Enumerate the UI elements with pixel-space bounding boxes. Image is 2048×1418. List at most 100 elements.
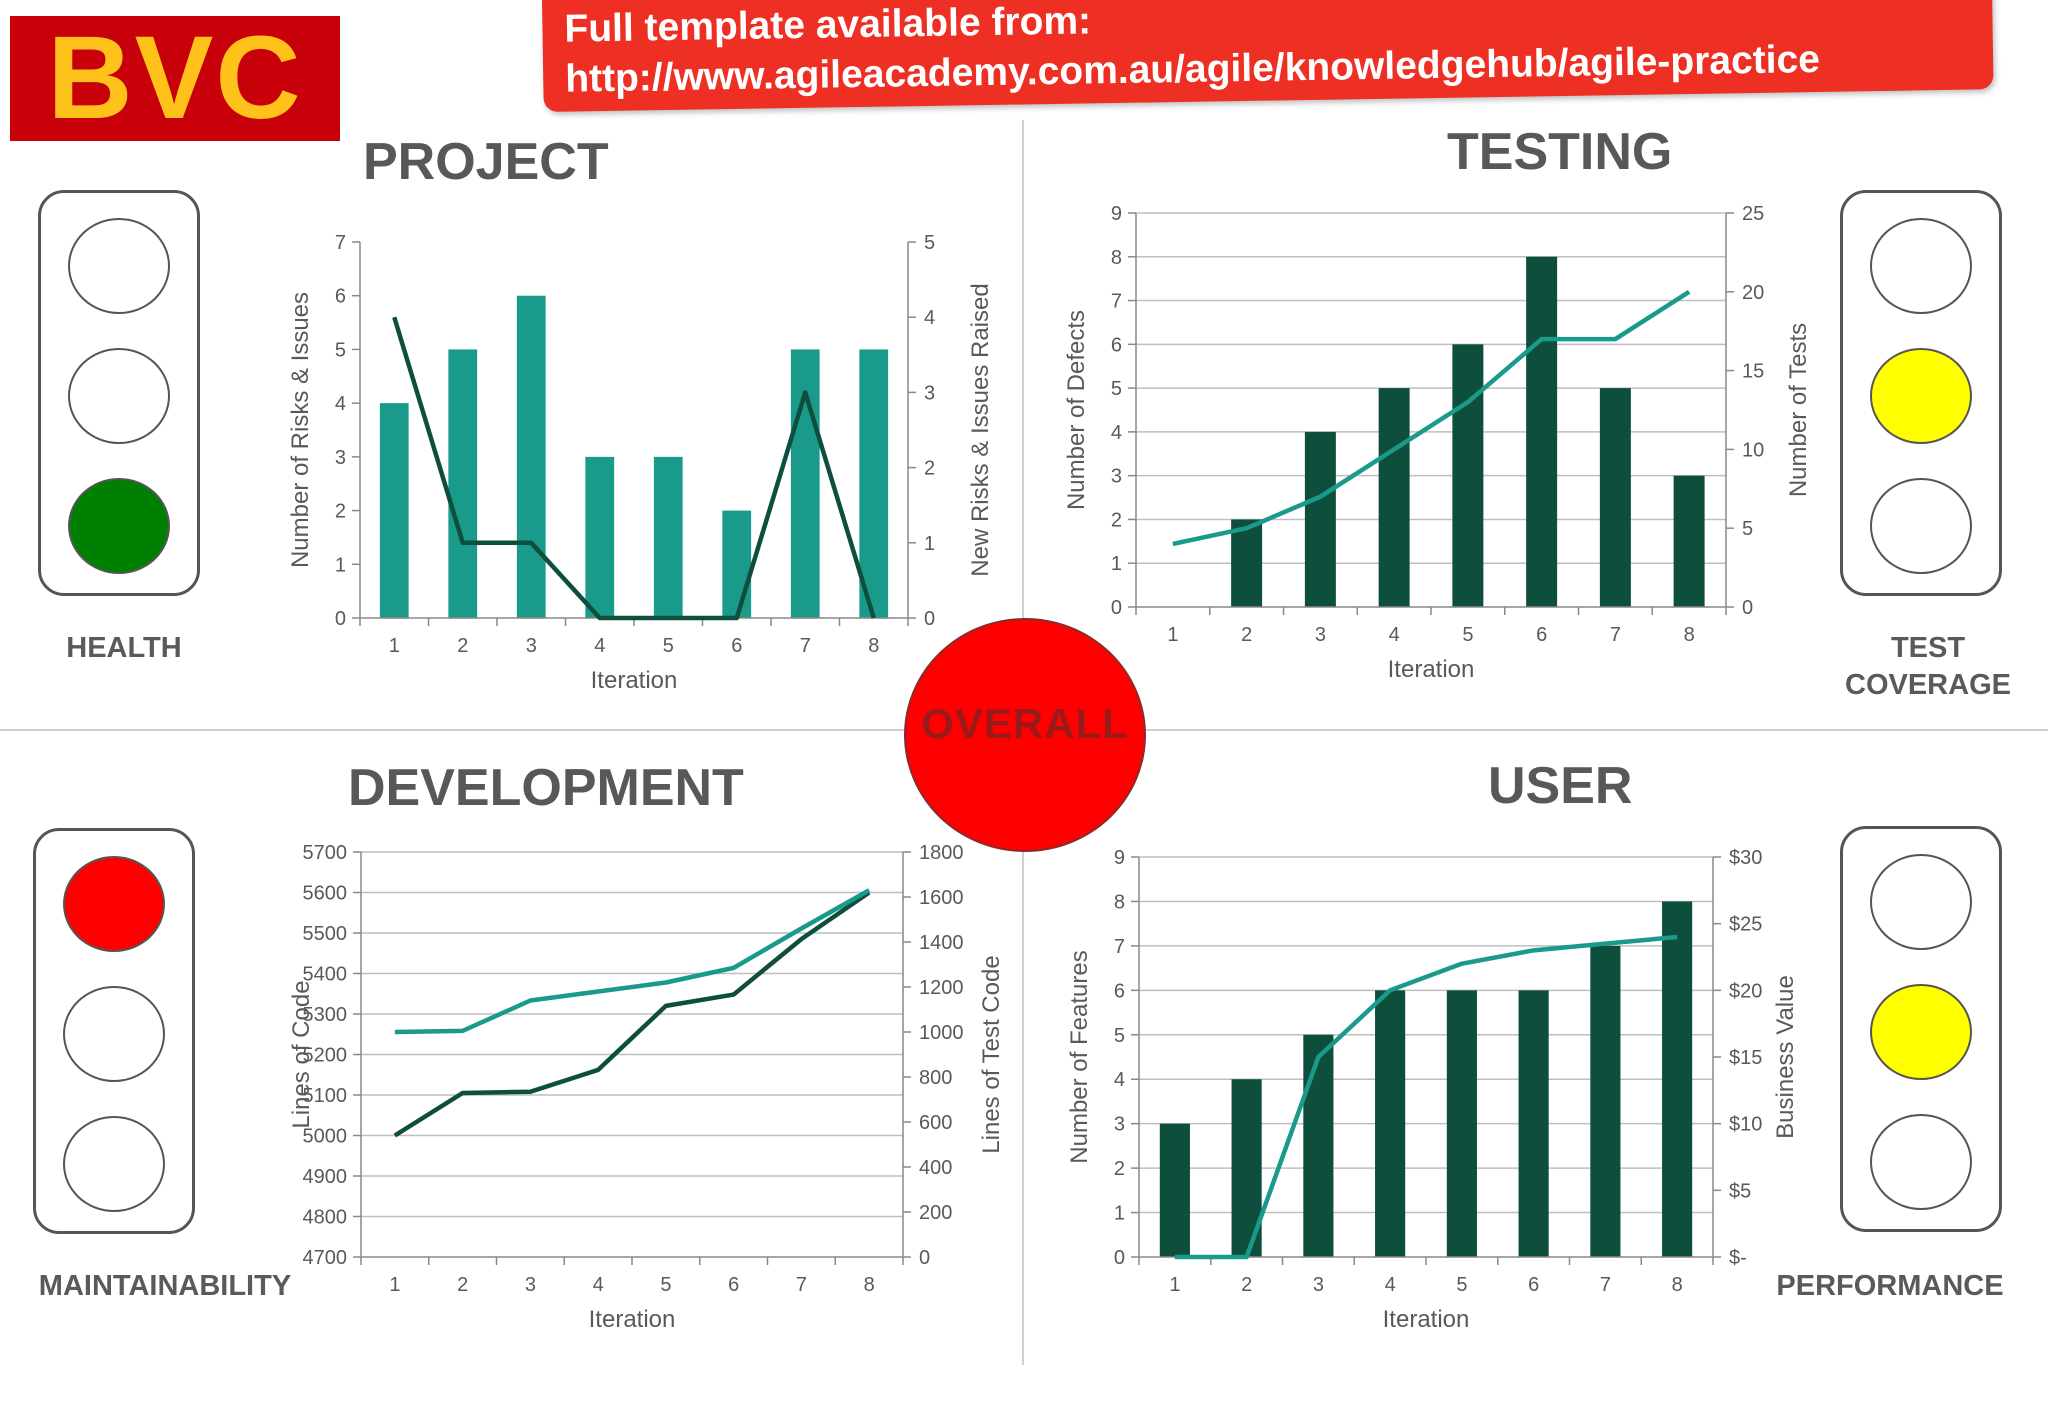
testing-bar-6	[1526, 256, 1558, 607]
project-y2-tick-label: 1	[924, 533, 935, 555]
user-x-tick-label: 5	[1456, 1274, 1467, 1296]
testing-y-tick-label: 5	[1111, 378, 1122, 400]
project-y-tick-label: 0	[335, 608, 346, 630]
user-x-tick-label: 6	[1528, 1274, 1539, 1296]
project-bar-4	[585, 456, 615, 618]
user-y-tick-label: 5	[1114, 1025, 1125, 1047]
project-bar-6	[722, 510, 752, 618]
project-x-tick-label: 7	[800, 635, 811, 657]
section-title-project: PROJECT	[363, 133, 609, 191]
testing-x-tick-label: 6	[1536, 624, 1547, 646]
development-y2-tick-label: 800	[919, 1067, 952, 1089]
project-x-tick-label: 5	[663, 635, 674, 657]
user-y-tick-label: 1	[1114, 1203, 1125, 1225]
testing-y-tick-label: 3	[1111, 466, 1122, 488]
project-y-tick-label: 3	[335, 447, 346, 469]
project-x-tick-label: 6	[731, 635, 742, 657]
user-y2-tick-label: $-	[1729, 1247, 1747, 1269]
health-lamp-top	[68, 218, 170, 314]
development-y-tick-label: 5400	[303, 964, 348, 986]
user-bar-1	[1159, 1123, 1190, 1257]
project-bar-2	[448, 349, 478, 618]
development-y2-tick-label: 600	[919, 1112, 952, 1134]
development-line-series	[393, 890, 871, 1138]
testing-y2-tick-label: 20	[1742, 282, 1764, 304]
user-y2-tick-label: $5	[1729, 1180, 1751, 1202]
performance-lamp-bottom	[1870, 1114, 1972, 1210]
project-y-tick-label: 2	[335, 501, 346, 523]
user-y2-tick-label: $30	[1729, 847, 1762, 869]
section-title-user: USER	[1488, 757, 1633, 815]
testing-x-tick-label: 8	[1684, 624, 1695, 646]
development-y2-tick-label: 1000	[919, 1022, 964, 1044]
project-y-tick-label: 7	[335, 232, 346, 254]
health-label: HEALTH	[66, 632, 182, 664]
user-x-tick-label: 2	[1241, 1274, 1252, 1296]
development-y2-tick-label: 1600	[919, 887, 964, 909]
user-y2-tick-label: $15	[1729, 1047, 1762, 1069]
user-y-tick-label: 0	[1114, 1247, 1125, 1269]
development-y2-axis-title: Lines of Test Code	[978, 955, 1005, 1153]
health-lamp-bottom	[68, 478, 170, 574]
maintainability-label: MAINTAINABILITY	[38, 1270, 292, 1302]
traffic-light-health	[38, 190, 200, 596]
user-bar-6	[1518, 990, 1549, 1257]
testing-y2-tick-label: 10	[1742, 439, 1764, 461]
project-x-tick-label: 2	[457, 635, 468, 657]
project-line-series	[392, 316, 876, 621]
traffic-light-performance	[1840, 826, 2002, 1232]
development-y2-tick-label: 200	[919, 1202, 952, 1224]
testing-x-tick-label: 5	[1462, 624, 1473, 646]
testing-bar-3	[1304, 431, 1336, 607]
bvc-logo: BVC	[10, 16, 340, 141]
user-line-series	[1174, 934, 1678, 1260]
section-title-testing: TESTING	[1447, 123, 1673, 181]
testing-y-axis-title: Number of Defects	[1063, 310, 1090, 510]
testing-y-tick-label: 7	[1111, 291, 1122, 313]
testing-y-tick-label: 0	[1111, 597, 1122, 619]
user-y-tick-label: 8	[1114, 891, 1125, 913]
user-x-tick-label: 4	[1385, 1274, 1396, 1296]
user-y-axis-title: Number of Features	[1066, 950, 1093, 1163]
project-bar-1	[379, 403, 409, 618]
user-y-tick-label: 4	[1114, 1069, 1125, 1091]
overall-status-circle	[904, 618, 1146, 852]
development-y-tick-label: 4700	[303, 1247, 348, 1269]
performance-lamp-top	[1870, 854, 1972, 950]
user-y2-axis-title: Business Value	[1772, 975, 1799, 1139]
maintainability-lamp-middle	[63, 986, 165, 1082]
development-y2-tick-label: 1800	[919, 842, 964, 864]
test-coverage-label-line-2: COVERAGE	[1845, 669, 2011, 701]
maintainability-lamp-top	[63, 856, 165, 952]
testing-y2-tick-label: 15	[1742, 361, 1764, 383]
project-x-axis-title: Iteration	[591, 667, 678, 694]
project-x-tick-label: 8	[868, 635, 879, 657]
testing-y2-tick-label: 0	[1742, 597, 1753, 619]
development-x-tick-label: 2	[457, 1274, 468, 1296]
project-y-tick-label: 1	[335, 554, 346, 576]
project-y-tick-label: 6	[335, 286, 346, 308]
development-y-tick-label: 5700	[303, 842, 348, 864]
project-y2-tick-label: 0	[924, 608, 935, 630]
testing-y-tick-label: 4	[1111, 422, 1122, 444]
development-x-tick-label: 8	[864, 1274, 875, 1296]
project-y2-tick-label: 5	[924, 232, 935, 254]
development-line-series	[394, 888, 871, 1035]
development-y-tick-label: 5500	[303, 923, 348, 945]
testing-bar-8	[1673, 475, 1705, 607]
performance-lamp-middle	[1870, 984, 1972, 1080]
development-x-axis-title: Iteration	[589, 1306, 676, 1333]
test-coverage-lamp-bottom	[1870, 478, 1972, 574]
testing-x-axis-title: Iteration	[1388, 656, 1475, 683]
project-bar-8	[859, 349, 889, 618]
development-y-tick-label: 5600	[303, 883, 348, 905]
performance-label: PERFORMANCE	[1776, 1270, 2004, 1302]
development-y-tick-label: 5300	[303, 1004, 348, 1026]
development-x-tick-label: 6	[728, 1274, 739, 1296]
user-x-tick-label: 3	[1313, 1274, 1324, 1296]
project-y2-axis-title: New Risks & Issues Raised	[967, 283, 994, 576]
testing-bar-2	[1231, 519, 1263, 607]
